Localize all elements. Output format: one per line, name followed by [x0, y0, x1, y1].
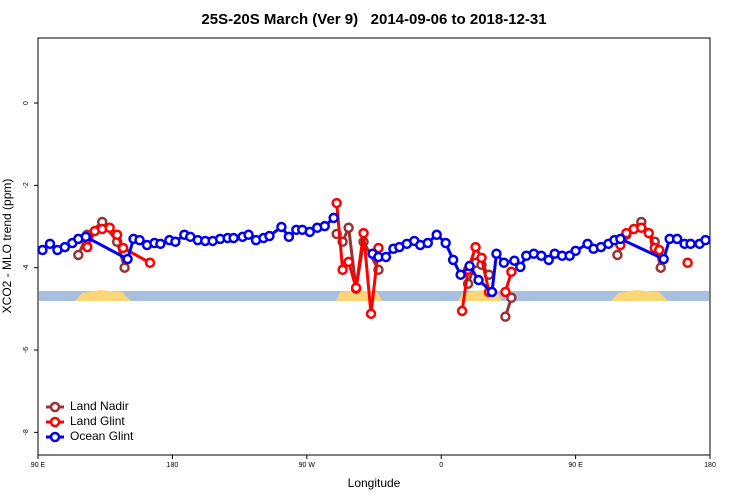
data-point	[144, 257, 156, 269]
data-point	[122, 253, 133, 265]
data-point	[170, 236, 181, 248]
x-tick-label: 90 E	[31, 462, 46, 469]
land-band	[611, 290, 668, 301]
data-point	[509, 255, 520, 266]
legend-label: Land Nadir	[70, 399, 129, 413]
legend-marker	[49, 431, 61, 443]
data-point	[700, 234, 711, 246]
data-point	[655, 262, 666, 273]
data-point	[283, 231, 295, 243]
y-tick-label: -6	[23, 347, 30, 353]
data-point	[621, 227, 632, 239]
legend-marker	[49, 401, 61, 413]
data-point	[498, 257, 510, 269]
data-point	[243, 229, 254, 241]
data-point	[111, 229, 123, 241]
data-point	[104, 222, 115, 234]
data-point	[119, 262, 130, 273]
data-point	[671, 233, 683, 245]
data-point	[570, 245, 581, 257]
x-tick-label: 180	[167, 462, 179, 469]
data-point	[658, 253, 669, 265]
data-point	[431, 229, 442, 241]
data-point	[343, 256, 354, 268]
data-point	[615, 233, 626, 245]
y-tick-label: -2	[23, 182, 30, 188]
x-axis-label: Longitude	[348, 476, 401, 490]
data-point	[304, 226, 316, 238]
plot-frame	[37, 37, 711, 456]
data-point	[515, 261, 526, 273]
legend-label: Ocean Glint	[70, 429, 134, 443]
data-point	[80, 231, 92, 243]
data-point	[682, 257, 693, 269]
x-tick-label: 180	[704, 462, 716, 469]
data-point	[464, 260, 475, 272]
data-point	[331, 197, 342, 209]
data-point	[59, 241, 71, 253]
data-point	[653, 244, 665, 256]
data-point	[155, 238, 166, 250]
data-point	[685, 238, 696, 250]
x-tick-label: 90 W	[299, 462, 316, 469]
legend-label: Land Glint	[70, 414, 125, 428]
data-point	[486, 286, 498, 298]
chart-title: 25S-20S March (Ver 9) 2014-09-06 to 2018…	[201, 11, 546, 28]
data-point	[319, 220, 330, 232]
data-point	[365, 308, 377, 320]
data-point	[473, 274, 484, 286]
data-point	[117, 242, 129, 254]
data-point	[447, 254, 459, 266]
data-point	[455, 269, 466, 280]
data-point	[343, 222, 354, 234]
y-tick-label: 0	[23, 101, 30, 105]
data-point	[264, 230, 275, 242]
data-point	[491, 248, 502, 259]
data-point	[276, 221, 287, 233]
data-point	[37, 244, 48, 256]
data-point	[73, 249, 84, 261]
data-point	[506, 266, 517, 278]
y-tick-label: -8	[23, 429, 30, 435]
data-point	[456, 305, 468, 317]
data-point	[643, 227, 655, 239]
data-point	[328, 212, 339, 224]
land-band	[75, 290, 131, 301]
data-point	[337, 264, 348, 276]
data-point	[500, 311, 511, 322]
data-point	[358, 227, 369, 239]
data-point	[476, 252, 487, 264]
x-tick-label: 90 E	[568, 462, 583, 469]
data-point	[380, 251, 392, 263]
data-point	[82, 241, 93, 253]
data-point	[500, 286, 511, 298]
data-point	[612, 249, 623, 261]
y-tick-label: -4	[23, 264, 30, 270]
x-tick-label: 0	[439, 462, 443, 469]
data-point	[422, 237, 434, 249]
y-axis-label: XCO2 - MLO trend (ppm)	[0, 179, 14, 314]
data-point	[134, 234, 145, 246]
data-point	[536, 250, 547, 262]
data-point	[350, 282, 362, 294]
data-point	[44, 238, 56, 250]
data-point	[470, 241, 481, 253]
data-point	[506, 292, 517, 304]
data-point	[440, 237, 451, 249]
data-point	[543, 254, 554, 266]
data-point	[636, 222, 647, 234]
legend-marker	[49, 416, 61, 428]
data-point	[228, 232, 239, 244]
